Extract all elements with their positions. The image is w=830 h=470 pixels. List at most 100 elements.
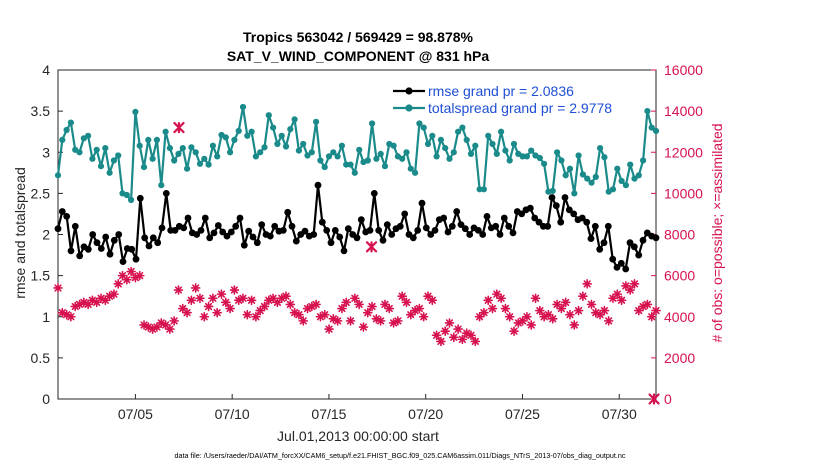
totalspread-point xyxy=(498,128,505,135)
obs-count-point xyxy=(311,299,321,310)
obs-count-point xyxy=(367,301,377,312)
rmse-point xyxy=(422,224,430,232)
totalspread-point xyxy=(158,182,165,189)
rmse-point xyxy=(375,227,383,234)
rmse-point xyxy=(115,231,123,238)
totalspread-point xyxy=(489,140,496,148)
rmse-point xyxy=(344,225,352,233)
totalspread-series xyxy=(54,103,660,204)
obs-count-point xyxy=(453,324,463,334)
totalspread-point xyxy=(429,132,436,139)
totalspread-point xyxy=(480,186,487,193)
rmse-point xyxy=(448,222,456,230)
totalspread-point xyxy=(196,160,204,167)
y-right-axis-label: # of obs: o=possible; ×=assimilated xyxy=(709,123,725,342)
rmse-point xyxy=(431,227,439,234)
y-right-tick-label: 6000 xyxy=(664,268,695,284)
rmse-point xyxy=(409,234,417,242)
rmse-point xyxy=(600,239,608,247)
totalspread-point xyxy=(377,150,384,157)
totalspread-point xyxy=(102,145,109,152)
rmse-point xyxy=(483,213,491,220)
totalspread-point xyxy=(76,149,83,156)
obs-count-point xyxy=(436,336,446,347)
rmse-point xyxy=(461,225,469,233)
totalspread-point xyxy=(252,153,259,160)
obs-count-point xyxy=(225,303,235,314)
rmse-point xyxy=(210,229,218,237)
totalspread-point xyxy=(282,143,290,150)
rmse-point xyxy=(258,221,266,229)
totalspread-point xyxy=(295,147,302,154)
x-tick-label: 07/10 xyxy=(215,406,250,422)
totalspread-point xyxy=(291,116,298,123)
totalspread-point xyxy=(128,196,135,204)
obs-count-point xyxy=(242,309,253,320)
rmse-point xyxy=(171,227,179,234)
rmse-point xyxy=(89,231,97,238)
obs-count-point xyxy=(629,279,640,289)
obs-count-point xyxy=(565,309,575,320)
rmse-point xyxy=(479,231,487,238)
obs-count-point xyxy=(251,311,261,322)
obs-count-point xyxy=(470,336,481,347)
totalspread-point xyxy=(321,164,328,171)
obs-count-point xyxy=(479,307,489,318)
data-file-footer: data file: /Users/raeder/DAI/ATM_forcXX/… xyxy=(175,451,626,460)
obs-count-point xyxy=(109,289,119,299)
rmse-point xyxy=(240,241,248,249)
obs-count-point xyxy=(345,316,356,326)
obs-count-point xyxy=(651,305,661,316)
y-tick-label: 3 xyxy=(42,144,50,160)
y-tick-label: 4 xyxy=(42,62,50,78)
rmse-point xyxy=(604,222,612,230)
totalspread-point xyxy=(549,187,556,194)
totalspread-point xyxy=(562,172,569,179)
rmse-point xyxy=(149,234,157,242)
totalspread-point xyxy=(635,172,642,179)
totalspread-point xyxy=(106,169,113,176)
rmse-point xyxy=(223,232,231,240)
rmse-point xyxy=(201,214,209,222)
y-right-tick-label: 12000 xyxy=(664,144,703,160)
rmse-point xyxy=(353,234,361,242)
rmse-point xyxy=(232,222,240,230)
y-right-tick-label: 0 xyxy=(664,391,672,407)
totalspread-point xyxy=(85,132,92,139)
y-right-tick-label: 16000 xyxy=(664,62,703,78)
rmse-point xyxy=(587,235,595,243)
rmse-point xyxy=(635,251,643,259)
obs-count-point xyxy=(134,270,145,281)
y-tick-label: 2.5 xyxy=(31,185,51,201)
totalspread-point xyxy=(652,127,660,134)
totalspread-point xyxy=(437,136,444,143)
obs-count-point xyxy=(522,311,532,322)
totalspread-point xyxy=(463,136,470,143)
y-tick-label: 3.5 xyxy=(31,103,51,119)
totalspread-point xyxy=(110,157,117,164)
obs-count-point xyxy=(487,303,498,314)
rmse-point xyxy=(288,222,296,230)
totalspread-point xyxy=(140,164,148,171)
obs-count-point xyxy=(569,320,580,330)
rmse-point xyxy=(609,255,617,263)
totalspread-point xyxy=(381,163,389,170)
totalspread-point xyxy=(575,152,582,159)
rmse-point xyxy=(626,239,634,247)
rmse-point xyxy=(162,190,170,197)
rmse-point xyxy=(97,245,105,252)
totalspread-point xyxy=(231,136,238,143)
rmse-point xyxy=(219,228,227,236)
totalspread-point xyxy=(227,149,234,156)
totalspread-point xyxy=(209,142,216,149)
obs-count-point xyxy=(341,297,352,308)
rmse-point xyxy=(249,233,257,241)
totalspread-point xyxy=(338,142,345,149)
totalspread-point xyxy=(541,160,548,167)
rmse-point xyxy=(617,259,625,267)
totalspread-point xyxy=(239,103,247,111)
rmse-point xyxy=(505,222,513,230)
totalspread-point xyxy=(274,140,281,148)
obs-count-point xyxy=(397,291,407,301)
obs-count-point xyxy=(208,293,218,304)
